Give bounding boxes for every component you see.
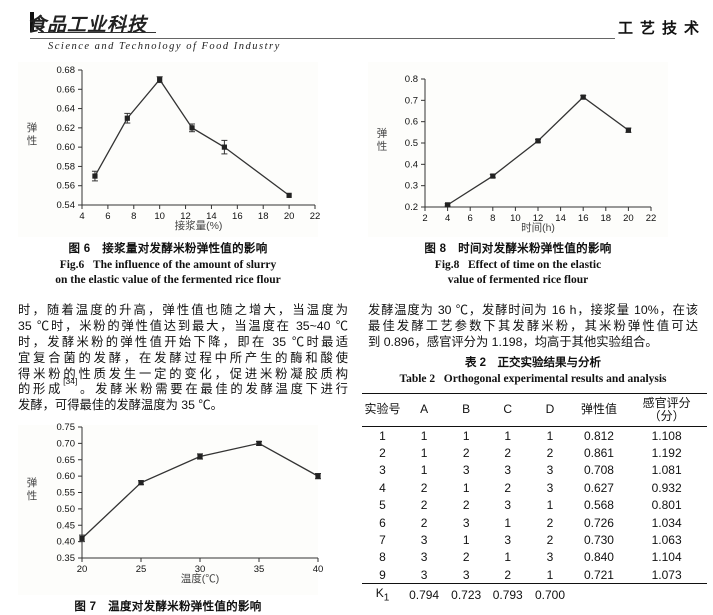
svg-text:0.35: 0.35 [57,553,76,564]
svg-text:0.6: 0.6 [405,117,418,128]
svg-text:性: 性 [27,489,38,502]
svg-text:20: 20 [284,211,295,222]
svg-text:6: 6 [468,213,473,224]
svg-text:20: 20 [623,213,634,224]
svg-text:0.58: 0.58 [57,161,76,172]
svg-text:性: 性 [377,140,388,153]
svg-text:0.60: 0.60 [57,471,76,482]
svg-text:0.4: 0.4 [405,159,418,170]
svg-text:18: 18 [258,211,269,222]
svg-text:0.65: 0.65 [57,455,76,466]
svg-text:0.8: 0.8 [405,74,418,85]
svg-text:0.70: 0.70 [57,438,76,449]
svg-text:22: 22 [646,213,657,224]
svg-text:8: 8 [131,211,136,222]
svg-text:22: 22 [310,211,321,222]
svg-text:时间(h): 时间(h) [521,221,555,234]
svg-text:16: 16 [578,213,589,224]
svg-text:0.45: 0.45 [57,520,76,531]
svg-text:40: 40 [313,564,324,575]
svg-text:0.5: 0.5 [405,138,418,149]
svg-text:10: 10 [154,211,165,222]
svg-text:0.56: 0.56 [57,181,76,192]
svg-text:0.64: 0.64 [57,104,76,115]
svg-text:8: 8 [490,213,495,224]
svg-text:0.75: 0.75 [57,422,76,433]
svg-text:0.7: 0.7 [405,95,418,106]
svg-text:35: 35 [254,564,265,575]
svg-text:接浆量(%): 接浆量(%) [175,219,223,232]
svg-text:18: 18 [601,213,612,224]
svg-text:10: 10 [510,213,521,224]
svg-text:温度(℃): 温度(℃) [181,572,220,585]
svg-text:20: 20 [77,564,88,575]
svg-text:25: 25 [136,564,147,575]
svg-text:弹: 弹 [27,476,38,489]
svg-text:性: 性 [27,134,38,147]
svg-text:0.68: 0.68 [57,65,76,76]
svg-text:6: 6 [105,211,110,222]
svg-text:14: 14 [555,213,566,224]
svg-text:0.55: 0.55 [57,488,76,499]
svg-text:弹: 弹 [377,127,388,140]
svg-text:2: 2 [422,213,427,224]
svg-text:0.50: 0.50 [57,504,76,515]
svg-text:0.60: 0.60 [57,142,76,153]
svg-text:0.3: 0.3 [405,181,418,192]
svg-text:0.54: 0.54 [57,200,76,211]
svg-text:0.40: 0.40 [57,537,76,548]
svg-text:16: 16 [232,211,243,222]
svg-text:4: 4 [79,211,84,222]
svg-text:0.62: 0.62 [57,123,76,134]
svg-text:0.2: 0.2 [405,202,418,213]
svg-text:0.66: 0.66 [57,84,76,95]
svg-text:弹: 弹 [27,121,38,134]
svg-text:4: 4 [445,213,450,224]
